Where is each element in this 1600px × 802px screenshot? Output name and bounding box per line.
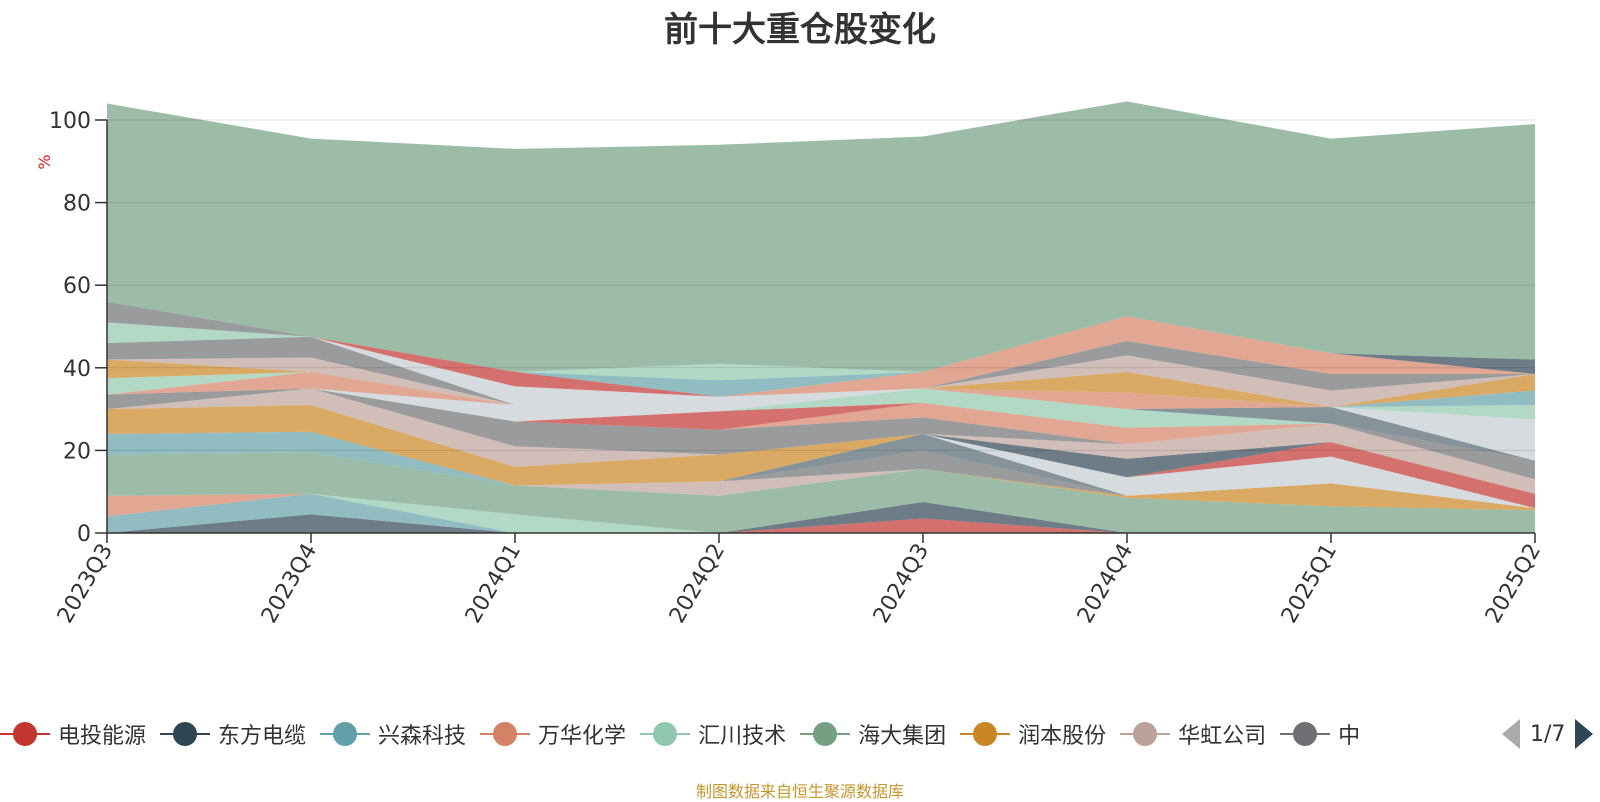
legend-label: 电投能源 [58, 724, 147, 749]
legend-marker-icon [0, 722, 50, 746]
area-series-22 [107, 371, 1535, 420]
chart-areas [107, 101, 1535, 533]
legend-label: 汇川技术 [698, 724, 787, 749]
x-tick-label-2: 2024Q1 [461, 540, 526, 628]
legend: 电投能源 东方电缆 兴森科技 万华化学 汇川技术 海大集团 润本股份 华虹公司 中 1/7 [0, 712, 1600, 756]
area-series-16 [107, 388, 1535, 480]
legend-label: 中 [1338, 724, 1361, 749]
x-tick-label-1: 2023Q4 [257, 540, 322, 628]
legend-label: 兴森科技 [378, 724, 467, 749]
area-series-15 [107, 388, 1535, 494]
y-tick-label-0: 0 [77, 522, 91, 547]
chart-title: 前十大重仓股变化 [664, 10, 936, 50]
y-tick-label-20: 20 [63, 439, 91, 464]
legend-marker-icon [160, 722, 211, 746]
legend-marker-icon [480, 722, 531, 746]
legend-marker-icon [1120, 722, 1171, 746]
area-series-26 [107, 355, 1535, 407]
legend-label: 华虹公司 [1178, 724, 1267, 749]
legend-item[interactable]: 汇川技术 [640, 718, 786, 750]
legend-item[interactable]: 中 [1280, 718, 1360, 750]
legend-label: 海大集团 [858, 724, 947, 749]
area-series-13 [107, 431, 1535, 494]
y-tick-label-100: 100 [49, 109, 91, 134]
legend-marker-icon [800, 722, 851, 746]
legend-items: 电投能源 东方电缆 兴森科技 万华化学 汇川技术 海大集团 润本股份 华虹公司 中 [0, 712, 1480, 756]
y-tick-label-40: 40 [63, 357, 91, 382]
area-series-27 [107, 336, 1535, 405]
y-tick-label-60: 60 [63, 274, 91, 299]
legend-marker-icon [1280, 722, 1331, 746]
area-series-29 [107, 316, 1535, 397]
x-tick-label-0: 2023Q3 [53, 540, 118, 628]
area-series-24 [107, 371, 1535, 407]
x-tick-label-5: 2024Q4 [1073, 540, 1138, 628]
area-series-23 [107, 371, 1535, 420]
x-tick-label-7: 2025Q2 [1481, 540, 1546, 628]
area-series-14 [107, 405, 1535, 494]
area-series-25 [107, 359, 1535, 407]
stacked-area-chart: 0 20 40 60 80 100% 2023Q3 2023Q4 2024Q1 2024Q2 202… [35, 101, 1546, 628]
x-tick-label-3: 2024Q2 [665, 540, 730, 628]
legend-next-icon[interactable] [1575, 719, 1594, 749]
area-series-19 [107, 388, 1535, 461]
area-series-2 [107, 493, 1535, 533]
legend-item[interactable]: 华虹公司 [1120, 718, 1266, 750]
legend-item[interactable]: 东方电缆 [160, 718, 306, 750]
legend-item[interactable]: 润本股份 [960, 718, 1106, 750]
area-series-21 [107, 388, 1535, 461]
legend-page-indicator: 1/7 [1530, 721, 1566, 747]
legend-label: 润本股份 [1018, 724, 1107, 749]
legend-item[interactable]: 海大集团 [800, 718, 946, 750]
area-series-10 [107, 433, 1535, 509]
area-series-31 [107, 316, 1535, 397]
area-series-35 [107, 101, 1535, 372]
x-tick-label-4: 2024Q3 [869, 540, 934, 628]
area-series-5 [107, 452, 1535, 533]
legend-label: 万华化学 [538, 724, 627, 749]
area-series-32 [107, 316, 1535, 397]
legend-prev-icon[interactable] [1502, 719, 1520, 749]
legend-viewport: 电投能源 东方电缆 兴森科技 万华化学 汇川技术 海大集团 润本股份 华虹公司 中 [0, 712, 1480, 756]
area-series-7 [107, 452, 1535, 509]
legend-label: 东方电缆 [218, 724, 307, 749]
y-axis-label: % [35, 154, 54, 169]
legend-item[interactable]: 兴森科技 [320, 718, 466, 750]
legend-item[interactable]: 电投能源 [0, 718, 146, 750]
legend-marker-icon [640, 722, 691, 746]
area-series-3 [107, 493, 1535, 533]
legend-item[interactable]: 万华化学 [480, 718, 626, 750]
legend-marker-icon [320, 722, 371, 746]
x-tick-label-6: 2025Q1 [1277, 540, 1342, 628]
source-note: 制图数据来自恒生聚源数据库 [695, 782, 904, 801]
legend-marker-icon [960, 722, 1011, 746]
y-tick-label-80: 80 [63, 192, 91, 217]
area-series-6 [107, 452, 1535, 511]
legend-pager: 1/7 [1496, 712, 1600, 756]
